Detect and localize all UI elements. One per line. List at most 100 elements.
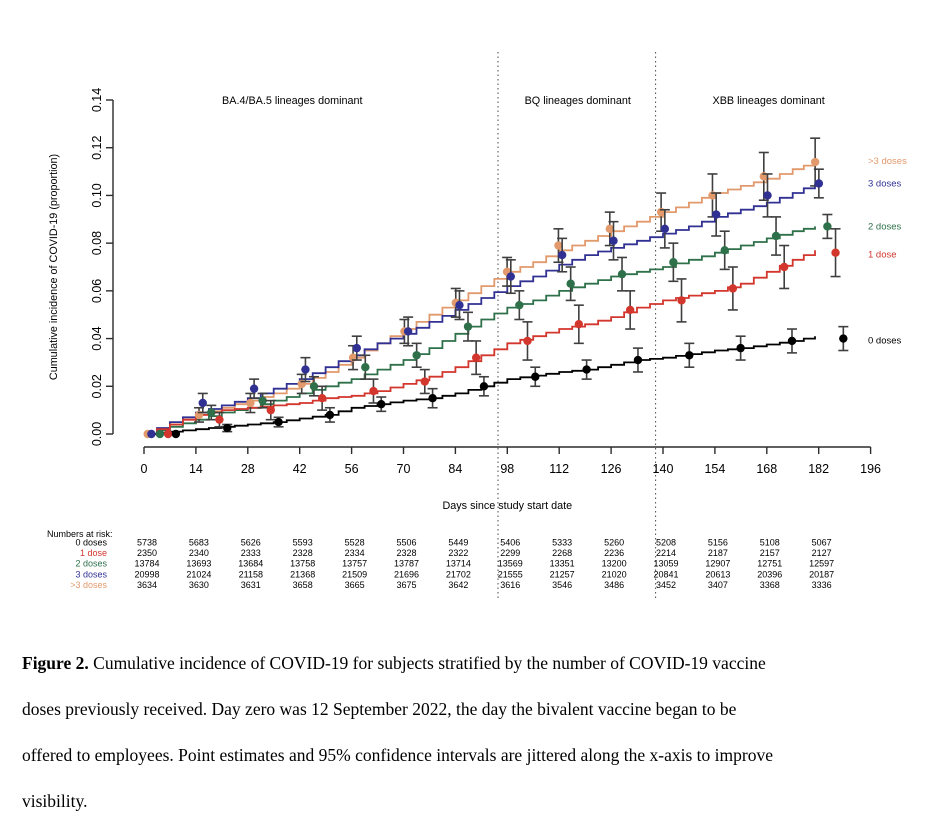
point-estimate-0-doses bbox=[428, 394, 437, 403]
point-estimate-3-doses bbox=[147, 429, 156, 439]
x-tick-label: 84 bbox=[448, 462, 462, 476]
x-tick-label: 98 bbox=[500, 462, 514, 476]
y-tick-label: 0.06 bbox=[90, 279, 104, 303]
at-risk-value: 2214 bbox=[656, 548, 676, 558]
at-risk-value: 13757 bbox=[342, 559, 367, 569]
at-risk-value: 20998 bbox=[134, 569, 159, 579]
point-estimate-3-doses bbox=[455, 300, 464, 310]
x-tick-label: 70 bbox=[397, 462, 411, 476]
point-estimate-0-doses bbox=[787, 336, 797, 346]
at-risk-value: 3631 bbox=[241, 580, 261, 590]
point-estimate-0-doses bbox=[531, 372, 540, 381]
x-tick-label: 182 bbox=[808, 462, 829, 476]
point-estimate-1-dose bbox=[779, 262, 789, 272]
at-risk-value: 3368 bbox=[760, 580, 780, 590]
at-risk-row-label: >3 doses bbox=[70, 580, 107, 590]
point-estimate-0-doses bbox=[633, 355, 643, 365]
y-tick-label: 0.14 bbox=[90, 88, 104, 112]
at-risk-value: 3665 bbox=[345, 580, 365, 590]
at-risk-value: 5208 bbox=[656, 538, 676, 548]
at-risk-value: 2334 bbox=[345, 548, 365, 558]
point-estimate-1-dose bbox=[420, 377, 430, 386]
at-risk-value: 3407 bbox=[708, 580, 728, 590]
at-risk-value: 5738 bbox=[137, 538, 157, 548]
km-curve-2-doses bbox=[144, 226, 816, 435]
at-risk-value: 2299 bbox=[500, 548, 520, 558]
at-risk-row-label: 3 doses bbox=[75, 569, 107, 579]
at-risk-value: 2350 bbox=[137, 548, 157, 558]
at-risk-value: 5156 bbox=[708, 538, 728, 548]
at-risk-value: 2322 bbox=[448, 548, 468, 558]
caption-line: visibility. bbox=[22, 791, 88, 811]
point-estimate-2-doses bbox=[617, 269, 627, 279]
point-estimate--3-doses bbox=[246, 398, 255, 408]
period-label: BA.4/BA.5 lineages dominant bbox=[222, 95, 362, 107]
km-curve--3-doses bbox=[144, 162, 816, 435]
at-risk-title: Numbers at risk: bbox=[47, 529, 113, 539]
at-risk-value: 2268 bbox=[552, 548, 572, 558]
at-risk-value: 2328 bbox=[396, 548, 416, 558]
point-estimate-3-doses bbox=[403, 327, 413, 336]
figure-caption: Figure 2. Cumulative incidence of COVID-… bbox=[22, 640, 932, 824]
point-estimate-3-doses bbox=[557, 250, 567, 260]
point-estimate-0-doses bbox=[223, 423, 232, 433]
y-tick-label: 0.10 bbox=[90, 183, 104, 207]
at-risk-value: 2328 bbox=[293, 548, 313, 558]
point-estimate-1-dose bbox=[523, 336, 532, 346]
at-risk-value: 2236 bbox=[604, 548, 624, 558]
x-tick-label: 28 bbox=[241, 462, 255, 476]
y-tick-label: 0.08 bbox=[90, 231, 104, 255]
caption-figure-label: Figure 2. bbox=[22, 653, 89, 673]
point-estimate-3-doses bbox=[198, 398, 207, 408]
period-label: BQ lineages dominant bbox=[525, 95, 631, 107]
legend-label-1-dose: 1 dose bbox=[868, 250, 897, 261]
at-risk-value: 13684 bbox=[238, 559, 263, 569]
point-estimate-1-dose bbox=[574, 320, 584, 329]
point-estimate-2-doses bbox=[515, 300, 524, 310]
point-estimate-1-dose bbox=[471, 353, 481, 362]
at-risk-value: 21257 bbox=[550, 569, 575, 579]
point-estimate-0-doses bbox=[736, 343, 745, 353]
at-risk-row-label: 2 doses bbox=[75, 559, 107, 569]
point-estimate-0-doses bbox=[479, 382, 489, 391]
point-estimate-3-doses bbox=[814, 179, 824, 188]
at-risk-value: 5506 bbox=[396, 538, 416, 548]
point-estimate-3-doses bbox=[301, 365, 310, 374]
y-tick-label: 0.12 bbox=[90, 135, 104, 159]
point-estimate-2-doses bbox=[207, 408, 216, 417]
at-risk-value: 5406 bbox=[500, 538, 520, 548]
at-risk-value: 3546 bbox=[552, 580, 572, 590]
x-axis-title: Days since study start date bbox=[442, 500, 572, 512]
point-estimate-0-doses bbox=[274, 417, 283, 427]
point-estimate-0-doses bbox=[582, 365, 591, 374]
at-risk-value: 21702 bbox=[446, 569, 471, 579]
at-risk-value: 5260 bbox=[604, 538, 624, 548]
at-risk-row-label: 0 doses bbox=[75, 538, 107, 548]
point-estimate-0-doses bbox=[325, 410, 335, 420]
at-risk-value: 13059 bbox=[653, 559, 678, 569]
at-risk-value: 5108 bbox=[760, 538, 780, 548]
at-risk-value: 13693 bbox=[186, 559, 211, 569]
point-estimate-1-dose bbox=[677, 296, 686, 305]
legend-label-3-doses: 3 doses bbox=[868, 179, 902, 190]
at-risk-value: 5449 bbox=[448, 538, 468, 548]
point-estimate-3-doses bbox=[660, 224, 670, 234]
point-estimate-3-doses bbox=[506, 272, 516, 281]
point-estimate-2-doses bbox=[258, 396, 267, 405]
at-risk-value: 3658 bbox=[293, 580, 313, 590]
point-estimate-2-doses bbox=[669, 258, 678, 267]
at-risk-value: 12751 bbox=[757, 559, 782, 569]
at-risk-value: 21158 bbox=[239, 569, 263, 579]
at-risk-value: 13784 bbox=[134, 559, 159, 569]
period-label: XBB lineages dominant bbox=[713, 95, 825, 107]
at-risk-value: 20613 bbox=[705, 569, 730, 579]
point-estimate-1-dose bbox=[317, 394, 327, 403]
at-risk-value: 5626 bbox=[241, 538, 261, 548]
point-estimate-3-doses bbox=[352, 343, 361, 353]
at-risk-value: 3675 bbox=[396, 580, 416, 590]
at-risk-value: 21024 bbox=[186, 569, 211, 579]
at-risk-value: 13351 bbox=[550, 559, 575, 569]
caption-line: Figure 2. Cumulative incidence of COVID-… bbox=[22, 640, 932, 686]
km-curve-3-doses bbox=[144, 183, 816, 435]
